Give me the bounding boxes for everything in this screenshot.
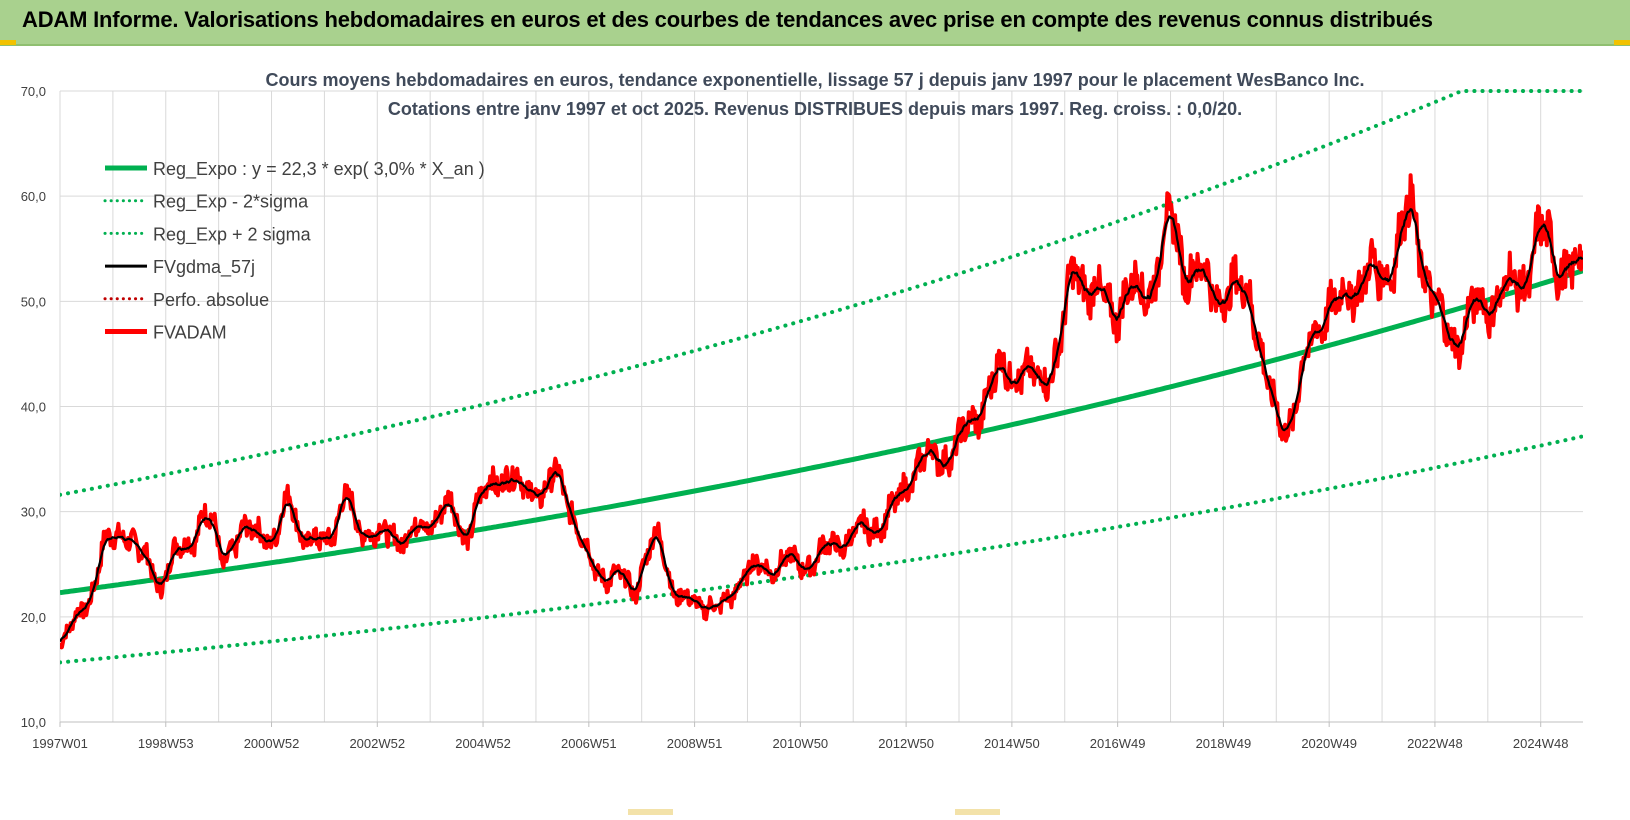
chart-series	[60, 89, 1583, 665]
legend-label: FVgdma_57j	[153, 257, 255, 278]
chart-axes: 10,0 20,0 30,0 40,0 50,0 60,0 70,0 1997W01 1998W…	[21, 84, 1583, 751]
banner-corner-left	[0, 40, 16, 45]
x-tick-label: 2016W49	[1090, 736, 1146, 751]
y-tick-label: 70,0	[21, 84, 46, 99]
x-tick-label: 2002W52	[349, 736, 405, 751]
x-tick-label: 2012W50	[878, 736, 934, 751]
legend-label: Reg_Exp - 2*sigma	[153, 192, 309, 213]
upper-band-line	[60, 89, 1583, 497]
y-tick-label: 10,0	[21, 715, 46, 730]
y-tick-label: 20,0	[21, 610, 46, 625]
x-tick-label: 1998W53	[138, 736, 194, 751]
chart-area: 10,0 20,0 30,0 40,0 50,0 60,0 70,0 1997W01 1998W…	[0, 46, 1630, 815]
report-banner: ADAM Informe. Valorisations hebdomadaire…	[0, 0, 1630, 46]
x-tick-label: 2008W51	[667, 736, 723, 751]
series-group	[60, 89, 1583, 665]
chart-title-line-1: Cours moyens hebdomadaires en euros, ten…	[265, 70, 1364, 90]
chart-grid	[59, 90, 1583, 723]
chart-legend: Reg_Expo : y = 22,3 * exp( 3,0% * X_an )…	[103, 159, 485, 343]
legend-label: Perfo. absolue	[153, 290, 269, 310]
bottom-tab-marker-1	[628, 809, 673, 815]
y-tick-label: 30,0	[21, 505, 46, 520]
x-tick-label: 2010W50	[773, 736, 829, 751]
x-tick-label: 2000W52	[244, 736, 300, 751]
x-tick-label: 2018W49	[1196, 736, 1252, 751]
x-tick-label: 2022W48	[1407, 736, 1463, 751]
banner-corner-right	[1614, 40, 1630, 45]
x-tick-label: 2024W48	[1513, 736, 1569, 751]
y-tick-label: 40,0	[21, 400, 46, 415]
fvadam-line	[60, 173, 1583, 650]
y-tick-label: 60,0	[21, 189, 46, 204]
legend-label: Reg_Expo : y = 22,3 * exp( 3,0% * X_an )	[153, 159, 485, 180]
x-tick-label: 1997W01	[32, 736, 88, 751]
legend-label: Reg_Exp + 2 sigma	[153, 224, 312, 245]
fvgdma-57j-line	[60, 208, 1583, 643]
bottom-tab-marker-2	[955, 809, 1000, 815]
chart-svg: 10,0 20,0 30,0 40,0 50,0 60,0 70,0 1997W01 1998W…	[21, 70, 1583, 751]
legend-label: FVADAM	[153, 323, 227, 343]
x-tick-label: 2004W52	[455, 736, 511, 751]
regression-line	[60, 268, 1583, 596]
y-tick-label: 50,0	[21, 294, 46, 309]
report-title: ADAM Informe. Valorisations hebdomadaire…	[22, 7, 1433, 32]
x-tick-label: 2006W51	[561, 736, 617, 751]
x-tick-label: 2014W50	[984, 736, 1040, 751]
lower-band-line	[60, 434, 1583, 665]
x-tick-label: 2020W49	[1301, 736, 1357, 751]
chart-title-line-2: Cotations entre janv 1997 et oct 2025. R…	[388, 99, 1242, 119]
